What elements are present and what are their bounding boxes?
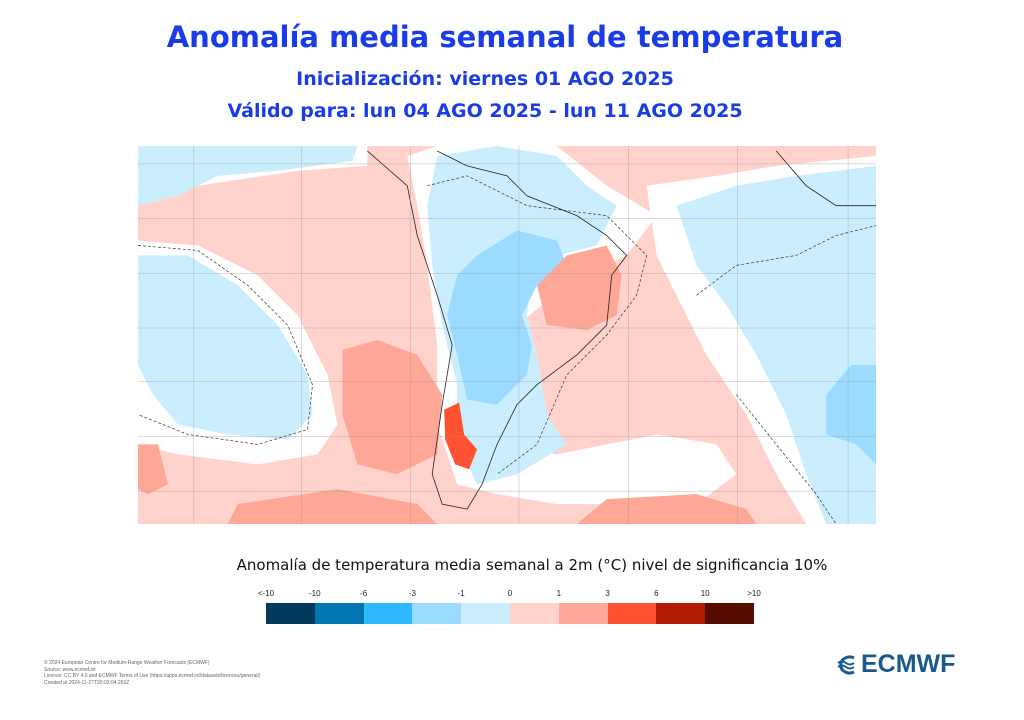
- colorbar-swatch: [656, 603, 706, 624]
- ecmwf-logo-icon: [837, 655, 855, 674]
- anomaly-map: [138, 146, 876, 524]
- coastline-africa: [775, 150, 876, 207]
- ecmwf-logo: ECMWF: [832, 650, 955, 679]
- colorbar-tick-label: 10: [700, 589, 710, 598]
- colorbar-tick-label: -1: [457, 589, 465, 598]
- valid-period: Válido para: lun 04 AGO 2025 - lun 11 AG…: [227, 100, 743, 122]
- footer-line: Created at 2024-11-27T20:03:04.263Z: [44, 679, 130, 686]
- colorbar-tick-label: 1: [556, 589, 562, 598]
- strong-warm-anomaly: [444, 402, 478, 470]
- colorbar-tick-label: 0: [507, 589, 513, 598]
- colorbar-tick-label: -10: [309, 589, 321, 598]
- footer-line: Source: www.ecmwf.int: [44, 666, 96, 673]
- colorbar-swatch: [266, 603, 315, 624]
- colorbar-swatch: [363, 603, 413, 624]
- footer-credits: © 2024 European Centre for Medium-Range …: [44, 660, 261, 686]
- moderate-cool-anomaly: [447, 230, 876, 465]
- chart-title: Anomalía media semanal de temperatura: [166, 20, 844, 54]
- colorbar-swatch: [314, 603, 364, 624]
- colorbar-swatch: [461, 603, 510, 624]
- warm-anomaly: [536, 245, 622, 331]
- colorbar-swatch: [607, 603, 657, 624]
- footer-line: Licence: CC BY 4.0 and ECMWF Terms of Us…: [44, 673, 261, 679]
- colorbar-swatch: [509, 603, 559, 624]
- significance-contour: [138, 175, 876, 524]
- colorbar-swatch: [558, 603, 608, 624]
- colorbar-swatch: [705, 603, 754, 624]
- colorbar-tick-label: <-10: [257, 589, 275, 598]
- colorbar-tick-label: 6: [654, 589, 659, 598]
- initialization-date: Inicialización: viernes 01 AGO 2025: [296, 68, 674, 90]
- colorbar-tick-label: 3: [605, 589, 610, 598]
- colorbar-tick-label: >10: [747, 589, 761, 598]
- warm-anomaly: [138, 339, 757, 524]
- cool-anomaly: [138, 146, 358, 440]
- colorbar: [266, 603, 754, 624]
- logo-text: ECMWF: [861, 650, 956, 678]
- colorbar-tick-label: -6: [360, 589, 368, 598]
- coastline: [367, 150, 628, 510]
- colorbar-tick-label: -3: [408, 589, 416, 598]
- colorbar-title: Anomalía de temperatura media semanal a …: [236, 556, 828, 574]
- graticule: [138, 146, 876, 524]
- footer-line: © 2024 European Centre for Medium-Range …: [44, 660, 210, 666]
- colorbar-swatch: [412, 603, 462, 624]
